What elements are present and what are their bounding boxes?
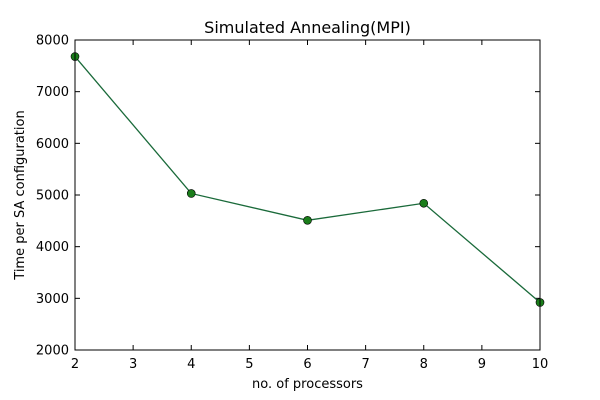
x-tick-label: 10: [532, 357, 549, 372]
y-tick-label: 2000: [36, 344, 69, 359]
x-axis-label: no. of processors: [252, 377, 363, 392]
plot-frame: [74, 39, 541, 351]
x-tick-label: 7: [361, 357, 369, 372]
series-line: [74, 56, 541, 303]
x-tick-label: 3: [129, 357, 137, 372]
y-tick-label: 7000: [36, 85, 69, 100]
x-tick-label: 8: [420, 357, 428, 372]
y-tick-label: 6000: [36, 137, 69, 152]
y-tick-label: 4000: [36, 240, 69, 255]
series-layer: [70, 52, 545, 307]
y-tick-label: 8000: [36, 34, 69, 49]
data-point: [186, 189, 196, 198]
chart-title: Simulated Annealing(MPI): [204, 18, 411, 37]
x-tick-label: 5: [245, 357, 253, 372]
x-tick-label: 4: [187, 357, 195, 372]
data-point: [419, 198, 429, 208]
axis-ticks: 2 3 4 5 6 7 8 9 10 2000 3000 4000 5000 6000 7000 8000: [36, 34, 548, 373]
x-tick-label: 9: [478, 357, 486, 372]
x-tick-label: 6: [303, 357, 311, 372]
y-tick-label: 5000: [36, 189, 69, 204]
y-tick-label: 3000: [36, 292, 69, 307]
x-tick-label: 2: [71, 357, 79, 372]
y-axis-label: Time per SA configuration: [13, 110, 28, 280]
data-point: [303, 216, 312, 225]
